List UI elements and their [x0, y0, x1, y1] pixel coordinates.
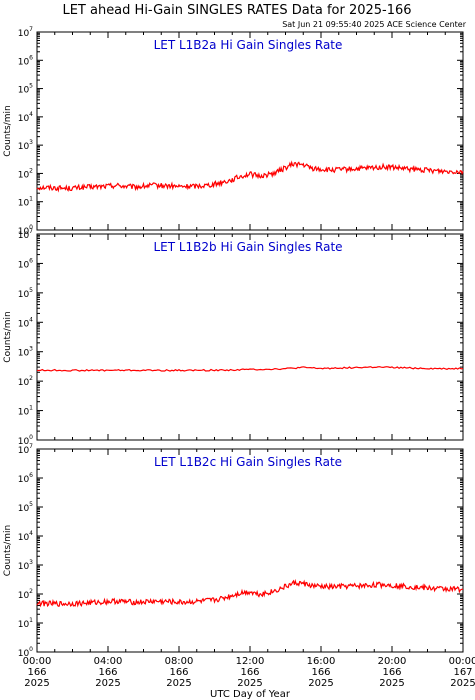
x-tick-label: 166	[382, 667, 401, 678]
y-axis-label: Counts/min	[3, 525, 13, 576]
y-tick-label: 100	[18, 434, 33, 447]
series-line	[36, 160, 464, 193]
series-line	[36, 578, 464, 608]
y-axis-label: Counts/min	[3, 311, 13, 362]
chart-panel-3: 100 101 102 103 104 105 106 107 Counts/min LET L1…	[3, 443, 464, 659]
x-tick-label: 20:00	[378, 656, 407, 667]
y-axis-label: Counts/min	[3, 105, 13, 156]
x-tick-label: 00:00	[23, 656, 52, 667]
figure-title: LET ahead Hi-Gain SINGLES RATES Data for…	[62, 3, 411, 18]
x-tick-label: 16:00	[307, 656, 336, 667]
y-tick-label: 107	[18, 26, 33, 39]
y-tick-label: 100	[18, 646, 33, 659]
plot-frame	[36, 448, 464, 653]
x-tick-label: 2025	[237, 678, 262, 689]
y-tick-label: 103	[18, 559, 33, 572]
y-tick-label: 107	[18, 443, 33, 456]
chart-panel-1: 100 101 102 103 104 105 106 107 Counts/min LET L1…	[3, 26, 464, 237]
y-tick-label: 102	[18, 375, 33, 388]
y-tick-label: 101	[18, 196, 33, 209]
series-line	[37, 366, 464, 372]
x-tick-label: 2025	[95, 678, 120, 689]
x-tick-label: 04:00	[94, 656, 123, 667]
y-tick-label: 104	[18, 316, 33, 329]
y-tick-label: 103	[18, 139, 33, 152]
x-tick-label: 2025	[450, 678, 475, 689]
x-tick-label: 167	[453, 667, 472, 678]
x-tick-label: 166	[169, 667, 188, 678]
chart-panel-2: 100 101 102 103 104 105 106 107 Counts/min LET L1…	[3, 228, 464, 447]
y-tick-label: 102	[18, 588, 33, 601]
y-tick-label: 104	[18, 111, 33, 124]
x-tick-label: 166	[27, 667, 46, 678]
y-tick-label: 105	[18, 287, 33, 300]
y-tick-label: 100	[18, 224, 33, 237]
x-tick-label: 2025	[379, 678, 404, 689]
x-tick-label: 2025	[24, 678, 49, 689]
panel-title: LET L1B2a Hi Gain Singles Rate	[154, 38, 343, 52]
y-tick-label: 101	[18, 405, 33, 418]
x-tick-label: 12:00	[236, 656, 265, 667]
x-tick-label: 166	[311, 667, 330, 678]
x-tick-labels: 00:00166202504:00166202508:00166202512:0…	[23, 656, 475, 689]
chart-panels: 100 101 102 103 104 105 106 107 Counts/min LET L1…	[3, 26, 464, 659]
x-tick-label: 2025	[166, 678, 191, 689]
plot-frame	[36, 233, 464, 441]
y-tick-label: 101	[18, 617, 33, 630]
panel-title: LET L1B2b Hi Gain Singles Rate	[153, 240, 342, 254]
x-tick-label: 2025	[308, 678, 333, 689]
y-tick-label: 105	[18, 501, 33, 514]
y-tick-label: 103	[18, 346, 33, 359]
y-tick-label: 102	[18, 167, 33, 180]
x-axis-label: UTC Day of Year	[210, 689, 291, 700]
panel-title: LET L1B2c Hi Gain Singles Rate	[154, 455, 342, 469]
x-tick-label: 08:00	[165, 656, 194, 667]
timestamp: Sat Jun 21 09:55:40 2025 ACE Science Cen…	[282, 20, 467, 29]
y-tick-label: 106	[18, 54, 33, 67]
x-tick-label: 00:00	[449, 656, 475, 667]
x-tick-label: 166	[98, 667, 117, 678]
y-tick-label: 104	[18, 530, 33, 543]
y-tick-label: 107	[18, 228, 33, 241]
y-tick-label: 106	[18, 257, 33, 270]
y-tick-label: 106	[18, 472, 33, 485]
plot-frame	[36, 31, 464, 231]
x-tick-label: 166	[240, 667, 259, 678]
y-tick-label: 105	[18, 83, 33, 96]
